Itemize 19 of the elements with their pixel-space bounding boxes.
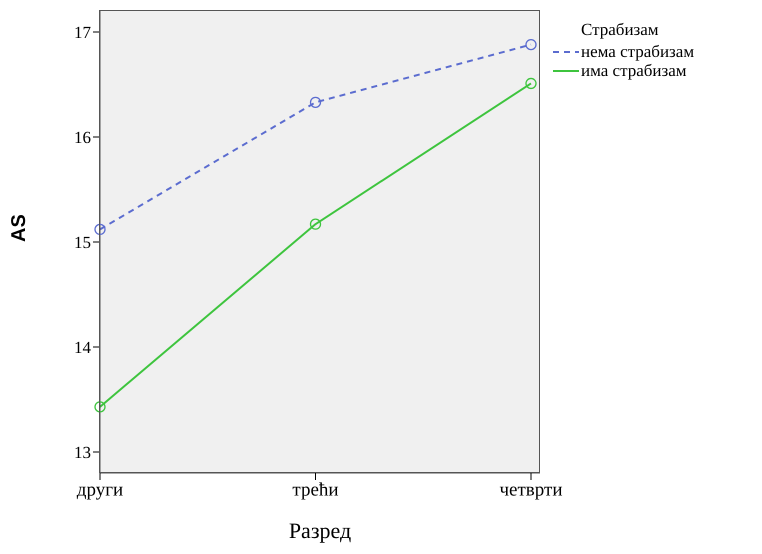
y-tick-label: 16 (74, 128, 91, 148)
point (525, 78, 537, 90)
legend-title: Страбизам (581, 20, 660, 40)
legend-label: нема страбизам (581, 42, 694, 61)
y-tick-label: 14 (74, 338, 92, 358)
point (94, 224, 106, 236)
y-tick-label: 17 (74, 23, 92, 42)
x-tick-label: четврти (500, 479, 562, 500)
x-tick-label: други (76, 479, 124, 500)
point (310, 96, 322, 108)
point (310, 218, 322, 230)
x-tick-label: трећи (292, 479, 339, 500)
y-tick-label: 13 (74, 443, 91, 462)
legend-label: има страбизам (581, 61, 687, 80)
y-tick-label: 15 (74, 233, 91, 252)
y-axis-title: AS (8, 214, 30, 242)
x-axis-title: Разред (288, 518, 352, 543)
point (525, 38, 537, 50)
point (94, 401, 106, 412)
